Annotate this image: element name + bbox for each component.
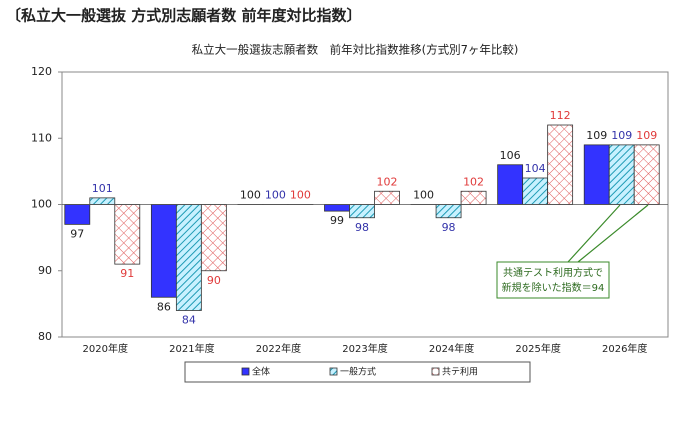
value-label: 100 [413,189,434,202]
bar [64,204,91,225]
annotation-text: 新規を除いた指数＝94 [502,281,605,294]
legend-label: 一般方式 [340,366,376,378]
x-tick-label: 2020年度 [83,342,128,355]
y-tick-label: 100 [31,198,52,211]
x-tick-label: 2021年度 [169,342,214,355]
bar [522,177,549,205]
value-label: 106 [500,149,521,162]
x-tick-label: 2022年度 [256,342,301,355]
value-label: 100 [265,189,286,202]
value-label: 101 [92,182,113,195]
bar [608,144,635,205]
bar [547,124,574,205]
x-tick-label: 2026年度 [602,342,647,355]
bar [200,204,227,272]
value-label: 98 [442,221,456,234]
value-label: 109 [636,129,657,142]
legend-label: 全体 [252,366,270,378]
value-label: 100 [290,189,311,202]
value-label: 84 [182,314,196,327]
y-tick-label: 120 [31,65,52,78]
y-tick-label: 90 [38,264,52,277]
value-label: 104 [525,162,546,175]
value-label: 102 [463,175,484,188]
bar [374,190,400,205]
y-tick-label: 80 [38,330,52,343]
y-tick-label: 110 [31,131,52,144]
bar [324,204,350,212]
x-tick-label: 2023年度 [342,342,387,355]
legend-swatch [431,367,440,376]
bar [583,144,610,205]
bar [435,204,462,219]
value-label: 109 [586,129,607,142]
x-tick-label: 2024年度 [429,342,474,355]
value-label: 102 [377,175,398,188]
legend-swatch [329,367,338,376]
value-label: 90 [207,274,221,287]
legend-box [184,361,531,383]
legend-swatch [241,367,250,376]
annotation-text: 共通テスト利用方式で [503,266,603,279]
bar [89,197,116,205]
annotation-arrow [577,204,649,263]
bar [114,204,141,265]
chart-title: 私立大一般選抜志願者数 前年対比指数推移(方式別7ヶ年比較) [192,43,519,57]
x-tick-label: 2025年度 [515,342,560,355]
value-label: 91 [120,267,134,280]
annotation-arrow [567,204,621,263]
legend-label: 共テ利用 [442,366,478,378]
value-label: 98 [355,221,369,234]
value-label: 99 [330,214,344,227]
bar [633,144,660,205]
bar [460,190,487,205]
bar [349,204,375,219]
value-label: 86 [157,300,171,313]
value-label: 100 [240,189,261,202]
bar [497,164,524,205]
bar [150,204,177,298]
value-label: 97 [70,227,84,240]
page-title: 〔私立大一般選抜 方式別志願者数 前年度対比指数〕 [6,7,361,25]
annotation-box [496,261,610,299]
value-label: 112 [550,109,571,122]
value-label: 109 [611,129,632,142]
bar [175,204,202,311]
